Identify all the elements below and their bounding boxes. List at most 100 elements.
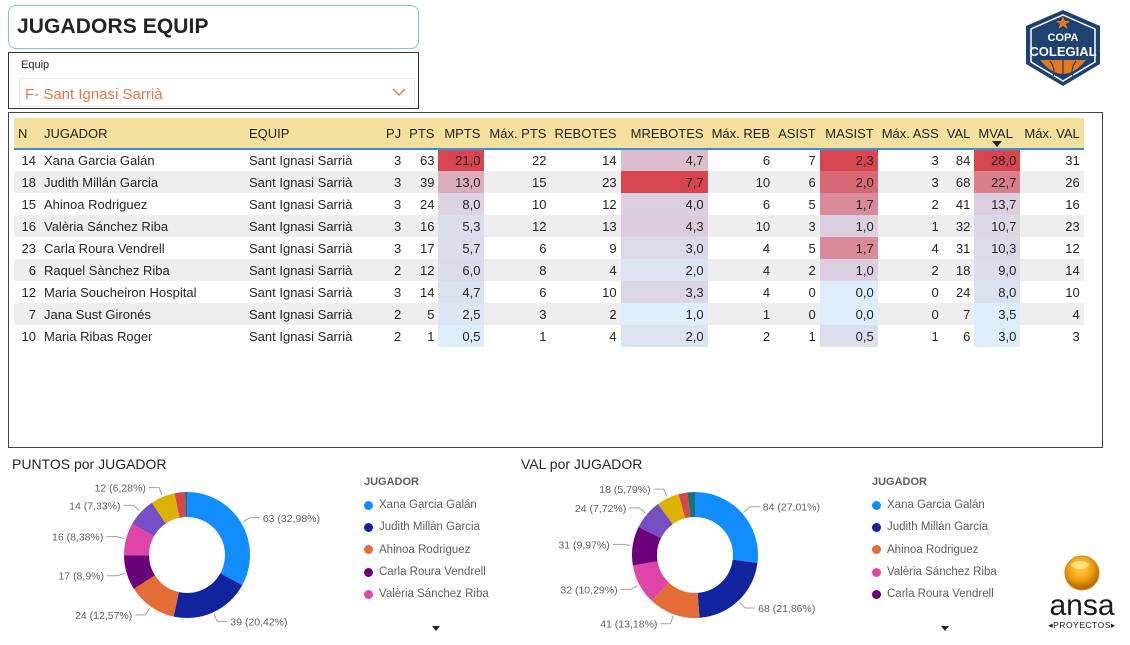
legend-item[interactable]: Ahinoa Rodriguez <box>872 539 1012 561</box>
cell-max-ass: 4 <box>931 240 939 256</box>
leader-line <box>612 543 631 547</box>
donut-slice[interactable] <box>124 523 154 556</box>
table-row[interactable]: 18 Judith Millán Garcia Sant Ignasi Sarrià… <box>14 171 1084 193</box>
donut-slice[interactable] <box>151 493 180 524</box>
column-header-n[interactable]: N <box>14 118 40 150</box>
cell-pts: 17 <box>420 240 435 256</box>
donut-slice[interactable] <box>651 582 700 618</box>
cell-max-val: 26 <box>1020 171 1084 193</box>
slicer-label: Equip <box>21 59 50 71</box>
leader-line <box>653 488 668 497</box>
val-donut-chart: 84 (27,01%) 68 (21,86%) 41 (13,18%) 32 (10,… <box>558 484 820 631</box>
table-row[interactable]: 10 Maria Ribas Roger Sant Ignasi Sarrià 2 1 0… <box>14 325 1084 347</box>
cell-pts: 24 <box>420 196 435 212</box>
donut-slice[interactable] <box>184 492 187 518</box>
table-row[interactable]: 6 Raquel Sànchez Riba Sant Ignasi Sarrià 2 1… <box>14 259 1084 281</box>
cell-jugador: Xana Garcia Galán <box>44 153 155 168</box>
column-header-mrebotes[interactable]: MREBOTES <box>620 118 708 150</box>
cell-val: 31 <box>955 240 971 256</box>
cell-max-reb: 4 <box>762 284 771 300</box>
legend-marker-icon <box>872 589 881 599</box>
column-header-rebotes[interactable]: REBOTES <box>550 118 621 150</box>
table-row[interactable]: 14 Xana Garcia Galán Sant Ignasi Sarrià 3 63… <box>14 149 1084 171</box>
donut-slice[interactable] <box>132 502 166 537</box>
data-label: 32 (10,29%) <box>560 584 617 596</box>
data-label: 24 (7,72%) <box>575 503 626 515</box>
donut-slice[interactable] <box>632 561 669 601</box>
legend-item[interactable]: Xana Garcia Galán <box>364 494 504 516</box>
cell-mpts: 6,0 <box>438 259 485 281</box>
table-row[interactable]: 12 Maria Soucheiron Hospital Sant Ignasi S… <box>14 281 1084 303</box>
legend-label: Valèria Sánchez Riba <box>379 588 489 601</box>
legend-item[interactable]: Judith Millán Garcia <box>872 516 1012 538</box>
team-dropdown-value: F- Sant Ignasi Sarrià <box>25 86 163 103</box>
table-row[interactable]: 7 Jana Sust Gironés Sant Ignasi Sarrià 2 5 2,… <box>14 303 1084 325</box>
column-header-mpts[interactable]: MPTS <box>438 118 485 150</box>
donut-slice[interactable] <box>173 573 243 618</box>
donut-slice[interactable] <box>697 559 758 618</box>
column-header-max-val[interactable]: Máx. VAL <box>1020 118 1084 150</box>
table-row[interactable]: 23 Carla Roura Vendrell Sant Ignasi Sarrià… <box>14 237 1084 259</box>
donut-slice[interactable] <box>678 492 691 519</box>
column-header-equip[interactable]: EQUIP <box>245 118 382 150</box>
cell-mrebotes: 3,3 <box>620 281 708 303</box>
cell-max-pts: 15 <box>484 171 551 193</box>
donut-slice[interactable] <box>632 527 661 566</box>
cell-max-ass: 1 <box>877 215 943 237</box>
cell-rebotes: 4 <box>609 328 617 344</box>
cell-masist: 0,0 <box>819 303 878 325</box>
donut-slice[interactable] <box>687 492 695 518</box>
column-header-pj[interactable]: PJ <box>382 118 406 150</box>
donut-slice[interactable] <box>174 492 186 518</box>
team-dropdown[interactable]: F- Sant Ignasi Sarrià <box>19 78 415 107</box>
cell-mval: 3,0 <box>974 325 1021 347</box>
cell-rebotes: 13 <box>550 215 621 237</box>
column-header-max-reb[interactable]: Máx. REB <box>707 118 775 150</box>
column-header-mval[interactable]: MVAL <box>974 118 1021 150</box>
legend-item[interactable]: Valèria Sánchez Riba <box>872 561 1012 583</box>
cell-max-ass: 1 <box>931 328 939 344</box>
column-header-jugador[interactable]: JUGADOR <box>40 118 245 150</box>
cell-max-ass: 0 <box>877 303 943 325</box>
cell-max-val: 23 <box>1020 215 1084 237</box>
cell-masist: 1,7 <box>819 237 878 259</box>
column-header-masist[interactable]: MASIST <box>819 118 878 150</box>
legend-item[interactable]: Valèria Sánchez Riba <box>364 583 504 605</box>
legend-scroll-down-icon[interactable] <box>432 626 440 631</box>
cell-max-val: 10 <box>1065 284 1080 300</box>
donut-slice[interactable] <box>695 492 758 563</box>
ansa-proyectos-logo: ansa ◂PROYECTOS▸ <box>1048 555 1115 630</box>
cell-jugador: Ahinoa Rodriguez <box>44 196 148 212</box>
legend-marker-icon <box>872 522 881 532</box>
donut-slice[interactable] <box>124 555 155 589</box>
column-header-asist[interactable]: ASIST <box>774 118 820 150</box>
points-donut-chart: 63 (32,98%) 39 (20,42%) 24 (12,57%) 17 (8,9… <box>52 483 320 629</box>
cell-max-ass: 2 <box>877 259 943 281</box>
donut-slice[interactable] <box>133 575 179 617</box>
legend-item[interactable]: Carla Roura Vendrell <box>872 583 1012 605</box>
legend-marker-icon <box>364 567 373 577</box>
page-title: JUGADORS EQUIP <box>17 15 209 38</box>
donut-slice[interactable] <box>638 503 673 539</box>
legend-item[interactable]: Judith Millán Garcia <box>364 516 504 538</box>
legend-item[interactable]: Carla Roura Vendrell <box>364 561 504 583</box>
cell-max-ass: 3 <box>877 171 943 193</box>
table-row[interactable]: 15 Ahinoa Rodriguez Sant Ignasi Sarrià 3 24 8… <box>14 193 1084 215</box>
leader-line <box>148 487 163 496</box>
legend-marker-icon <box>872 500 881 510</box>
column-header-pts[interactable]: PTS <box>405 118 439 150</box>
column-header-max-pts[interactable]: Máx. PTS <box>484 118 551 150</box>
cell-n: 18 <box>14 171 40 193</box>
cell-mrebotes: 3,0 <box>620 237 708 259</box>
donut-slice[interactable] <box>658 494 686 525</box>
column-header-val[interactable]: VAL <box>942 118 975 150</box>
legend-item[interactable]: Ahinoa Rodriguez <box>364 539 504 561</box>
data-label: 12 (6,28%) <box>95 483 146 495</box>
donut-slice[interactable] <box>187 492 250 586</box>
column-header-max-ass[interactable]: Máx. ASS <box>877 118 943 150</box>
cell-mpts: 8,0 <box>438 193 485 215</box>
legend-item[interactable]: Xana Garcia Galán <box>872 494 1012 516</box>
table-row[interactable]: 16 Valèria Sánchez Riba Sant Ignasi Sarrià… <box>14 215 1084 237</box>
cell-mval: 3,5 <box>974 303 1021 325</box>
legend-scroll-down-icon[interactable] <box>941 626 949 631</box>
